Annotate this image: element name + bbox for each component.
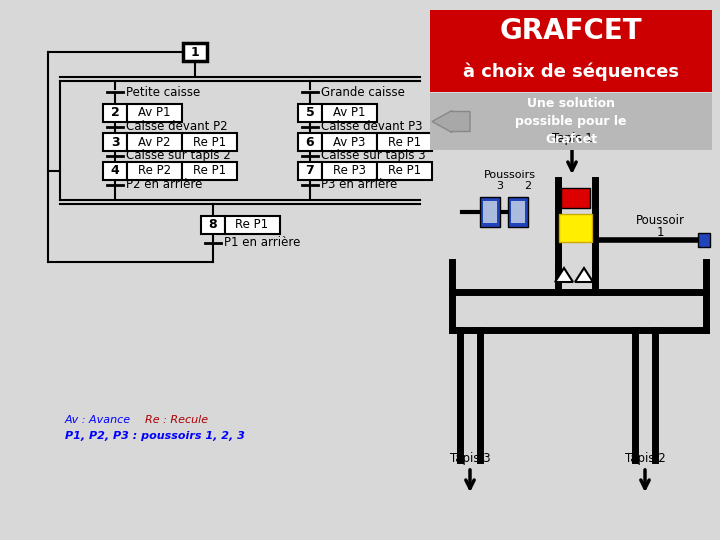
Text: Une solution
possible pour le
Grafcet: Une solution possible pour le Grafcet	[516, 97, 626, 146]
Bar	[430, 52, 712, 92]
Text: 2: 2	[111, 106, 120, 119]
Text: Re : Recule: Re : Recule	[145, 415, 208, 425]
Bar	[103, 104, 127, 122]
Bar	[225, 216, 279, 234]
Text: 3: 3	[497, 181, 503, 191]
Text: 8: 8	[208, 219, 217, 232]
Text: Poussoir: Poussoir	[636, 213, 685, 226]
Text: Re P1: Re P1	[193, 136, 226, 148]
Polygon shape	[555, 268, 573, 282]
Text: GRAFCET: GRAFCET	[500, 17, 642, 45]
Bar	[298, 162, 322, 180]
Bar	[183, 43, 207, 61]
Bar	[182, 162, 237, 180]
Bar	[508, 197, 528, 227]
Text: P2 en arrière: P2 en arrière	[126, 179, 202, 192]
Text: 7: 7	[305, 165, 315, 178]
Text: 6: 6	[306, 136, 315, 148]
Bar	[103, 133, 127, 151]
Text: 1: 1	[191, 45, 199, 58]
Text: Av P1: Av P1	[138, 106, 171, 119]
Text: P3 en arrière: P3 en arrière	[321, 179, 397, 192]
Text: P1, P2, P3 : poussoirs 1, 2, 3: P1, P2, P3 : poussoirs 1, 2, 3	[65, 431, 245, 441]
Text: 5: 5	[305, 106, 315, 119]
Bar	[430, 93, 712, 150]
Text: Re P1: Re P1	[193, 165, 226, 178]
Bar	[430, 10, 712, 52]
Text: Caisse devant P2: Caisse devant P2	[126, 120, 228, 133]
Bar	[298, 133, 322, 151]
Text: Av P1: Av P1	[333, 106, 366, 119]
Text: Caisse sur tapis 2: Caisse sur tapis 2	[126, 150, 230, 163]
Text: Tapis 2: Tapis 2	[625, 452, 665, 465]
Text: Av P3: Av P3	[333, 136, 366, 148]
Text: Av : Avance: Av : Avance	[65, 415, 131, 425]
Text: 1: 1	[656, 226, 664, 239]
Bar	[561, 188, 590, 208]
Bar	[103, 162, 127, 180]
Text: Grande caisse: Grande caisse	[321, 85, 405, 98]
Bar	[322, 133, 377, 151]
Text: Poussoirs: Poussoirs	[484, 170, 536, 180]
Text: Re P1: Re P1	[388, 165, 421, 178]
Text: 3: 3	[111, 136, 120, 148]
Bar	[377, 133, 432, 151]
Text: Petite caisse: Petite caisse	[126, 85, 200, 98]
Text: 2: 2	[524, 181, 531, 191]
Text: P1 en arrière: P1 en arrière	[223, 237, 300, 249]
Bar	[322, 104, 377, 122]
Text: Tapis 3: Tapis 3	[450, 452, 490, 465]
Text: à choix de séquences: à choix de séquences	[463, 63, 679, 81]
Bar	[698, 233, 710, 247]
Bar	[200, 216, 225, 234]
Bar	[483, 201, 497, 223]
Polygon shape	[575, 268, 593, 282]
FancyArrow shape	[432, 111, 470, 132]
Bar	[480, 197, 500, 227]
Bar	[182, 133, 237, 151]
Text: Caisse sur tapis 3: Caisse sur tapis 3	[321, 150, 426, 163]
Bar	[322, 162, 377, 180]
Bar	[559, 214, 592, 242]
Text: Re P2: Re P2	[138, 165, 171, 178]
Text: Av P2: Av P2	[138, 136, 171, 148]
Text: 4: 4	[111, 165, 120, 178]
Text: Tapis 1: Tapis 1	[552, 132, 593, 145]
Bar	[127, 104, 182, 122]
Text: Re P1: Re P1	[235, 219, 269, 232]
Bar	[511, 201, 525, 223]
Bar	[298, 104, 322, 122]
Text: Re P1: Re P1	[388, 136, 421, 148]
Text: Re P3: Re P3	[333, 165, 366, 178]
Bar	[127, 162, 182, 180]
Bar	[377, 162, 432, 180]
Bar	[127, 133, 182, 151]
Text: Caisse devant P3: Caisse devant P3	[321, 120, 423, 133]
